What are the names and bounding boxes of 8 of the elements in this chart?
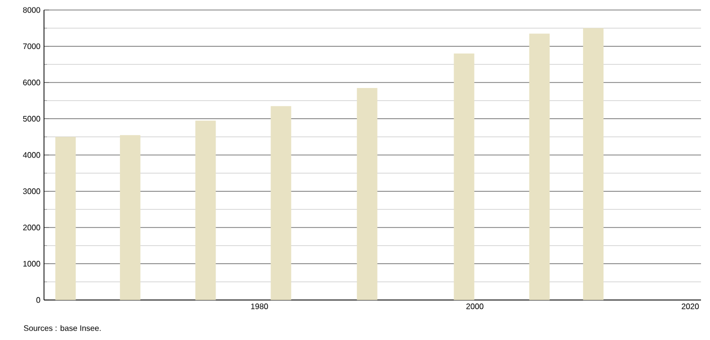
bar [583, 28, 604, 300]
bar [195, 120, 216, 300]
bar [55, 136, 76, 300]
bar [356, 88, 378, 300]
bar [120, 135, 140, 300]
bar [454, 54, 474, 300]
bar [529, 34, 550, 300]
bar [270, 106, 292, 300]
